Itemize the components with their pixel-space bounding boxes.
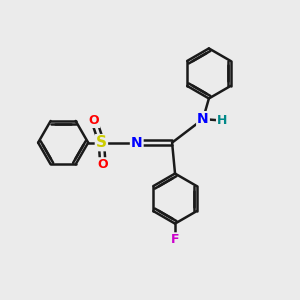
- Text: S: S: [96, 135, 107, 150]
- Text: O: O: [89, 114, 99, 127]
- Text: N: N: [131, 136, 142, 150]
- Text: F: F: [171, 233, 179, 246]
- Text: O: O: [98, 158, 108, 171]
- Text: H: H: [217, 114, 227, 127]
- Text: N: N: [197, 112, 209, 126]
